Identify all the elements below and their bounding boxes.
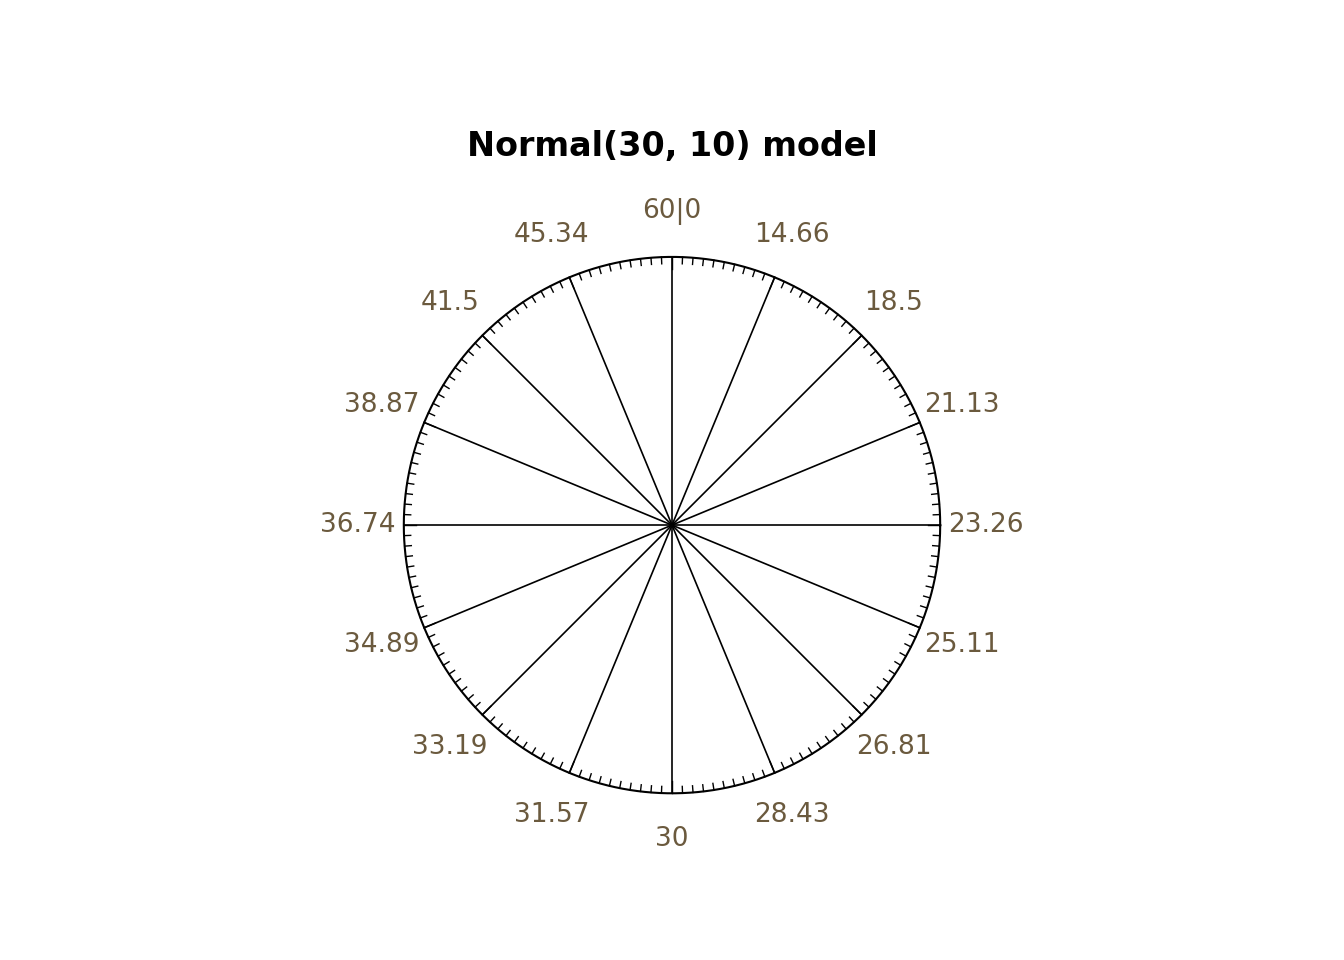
Text: 21.13: 21.13	[925, 392, 1000, 418]
Text: Normal(30, 10) model: Normal(30, 10) model	[466, 130, 878, 163]
Text: 31.57: 31.57	[515, 802, 590, 828]
Text: 14.66: 14.66	[754, 222, 829, 249]
Text: 30: 30	[656, 826, 688, 852]
Text: 60|0: 60|0	[642, 198, 702, 225]
Text: 28.43: 28.43	[754, 802, 829, 828]
Text: 41.5: 41.5	[421, 290, 480, 316]
Text: 23.26: 23.26	[948, 512, 1024, 539]
Text: 45.34: 45.34	[515, 222, 590, 249]
Text: 25.11: 25.11	[925, 633, 1000, 659]
Text: 33.19: 33.19	[413, 734, 488, 760]
Text: 34.89: 34.89	[344, 633, 419, 659]
Text: 38.87: 38.87	[344, 392, 419, 418]
Text: 18.5: 18.5	[864, 290, 923, 316]
Text: 26.81: 26.81	[856, 734, 931, 760]
Text: 36.74: 36.74	[320, 512, 396, 539]
